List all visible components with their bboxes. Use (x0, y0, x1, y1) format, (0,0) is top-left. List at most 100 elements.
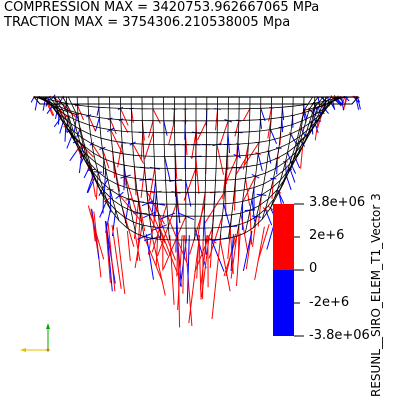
legend-tick-marks (294, 203, 304, 337)
legend-tick-label: 3.8e+06 (309, 195, 366, 210)
traction-vector (144, 132, 154, 160)
mesh-column (66, 96, 94, 175)
stress-vector (126, 230, 131, 261)
traction-vector (257, 194, 262, 227)
mesh-column (194, 97, 197, 241)
compression-vector (314, 124, 319, 134)
stress-vector (145, 234, 154, 280)
compression-vector (175, 216, 178, 253)
stress-vector (169, 235, 175, 305)
compression-vector (289, 168, 296, 183)
compression-vector (151, 180, 157, 212)
traction-vector (271, 178, 274, 200)
stress-vector (230, 234, 234, 272)
legend-tick-label: -3.8e+06 (309, 328, 370, 343)
legend-positive-band (273, 204, 294, 270)
stress-vector (186, 235, 190, 304)
compression-vector (83, 167, 90, 179)
traction-vector (191, 132, 197, 160)
stress-vector (90, 208, 99, 251)
compression-vector (78, 154, 83, 174)
stress-vector (254, 226, 265, 280)
traction-vector (147, 203, 158, 255)
compression-vector (55, 109, 58, 119)
traction-vector (143, 236, 163, 283)
traction-vector (90, 169, 96, 197)
legend-title: RESUNL__SIRO_ELEM_T1_Vector 3 (369, 193, 383, 397)
compression-vector (99, 199, 108, 218)
traction-vector (109, 118, 117, 135)
stress-vector (111, 224, 122, 289)
legend-tick-label: -2e+6 (309, 295, 350, 310)
mesh-column (76, 96, 103, 195)
stress-vector (211, 234, 222, 320)
traction-vector (252, 216, 257, 247)
mesh-column (270, 96, 294, 209)
mesh-column (98, 96, 120, 221)
mesh-column (261, 96, 283, 220)
dam-mesh (32, 96, 360, 241)
compression-vector (163, 120, 168, 136)
traction-vector (140, 167, 146, 198)
compression-vector (291, 165, 297, 174)
compression-vector (66, 134, 73, 149)
traction-vector (91, 143, 102, 158)
mesh-column (184, 97, 187, 241)
traction-vector (88, 115, 96, 132)
stress-vector (116, 227, 126, 295)
compression-vector (74, 114, 78, 132)
mesh-column (120, 96, 137, 234)
traction-vector (197, 120, 208, 141)
dam-crest (32, 96, 360, 105)
stress-vector (107, 222, 116, 292)
mesh-column (109, 96, 128, 229)
stress-vector (236, 233, 241, 287)
compression-max-label: COMPRESSION MAX = 3420753.962667065 MPa (4, 0, 320, 15)
compression-vector (185, 180, 192, 207)
stress-vector-field (30, 94, 361, 328)
traction-vector (148, 120, 154, 138)
compression-vector (223, 203, 231, 230)
traction-vector (101, 148, 110, 169)
compression-vector (76, 129, 81, 138)
mesh-column (228, 96, 240, 239)
compression-vector (345, 96, 350, 102)
compression-vector (59, 122, 64, 134)
traction-vector (235, 154, 249, 176)
compression-vector (66, 116, 69, 133)
compression-vector (211, 239, 225, 272)
traction-vector (208, 215, 223, 259)
stress-vector (104, 220, 111, 283)
traction-vector (148, 168, 156, 202)
mesh-column (130, 96, 145, 237)
stress-vector (155, 234, 159, 267)
mesh-column (278, 96, 305, 193)
traction-vector (152, 108, 161, 124)
traction-vector (240, 213, 249, 252)
mesh-column (211, 97, 218, 240)
traction-vector (300, 146, 304, 169)
compression-vector (268, 151, 272, 164)
mesh-column (253, 96, 272, 228)
compression-vector (332, 101, 336, 111)
traction-max-label: TRACTION MAX = 3754306.210538005 Mpa (4, 15, 291, 30)
traction-vector (195, 156, 200, 195)
mesh-column (44, 96, 77, 115)
compression-vector (286, 176, 292, 190)
compression-vector (290, 133, 298, 145)
stress-vector (225, 233, 236, 277)
traction-vector (152, 238, 166, 296)
traction-vector (120, 119, 129, 134)
color-legend-bar (273, 203, 304, 337)
compression-vector (86, 173, 95, 193)
compression-vector (317, 106, 321, 115)
traction-vector (120, 108, 129, 126)
traction-vector (76, 104, 84, 121)
mesh-column (202, 97, 208, 241)
compression-vector (260, 108, 266, 122)
traction-vector (117, 142, 123, 168)
mesh-column (163, 97, 170, 240)
stress-vector (105, 221, 113, 292)
compression-vector (104, 168, 107, 192)
